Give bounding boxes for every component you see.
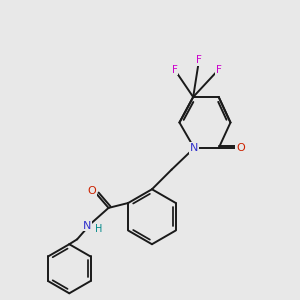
Text: F: F [196, 55, 202, 65]
Text: N: N [190, 143, 198, 153]
Text: O: O [236, 143, 245, 153]
Text: H: H [95, 224, 102, 233]
Text: F: F [216, 64, 222, 74]
Text: O: O [88, 186, 96, 196]
Text: N: N [83, 220, 91, 231]
Text: F: F [172, 64, 178, 74]
